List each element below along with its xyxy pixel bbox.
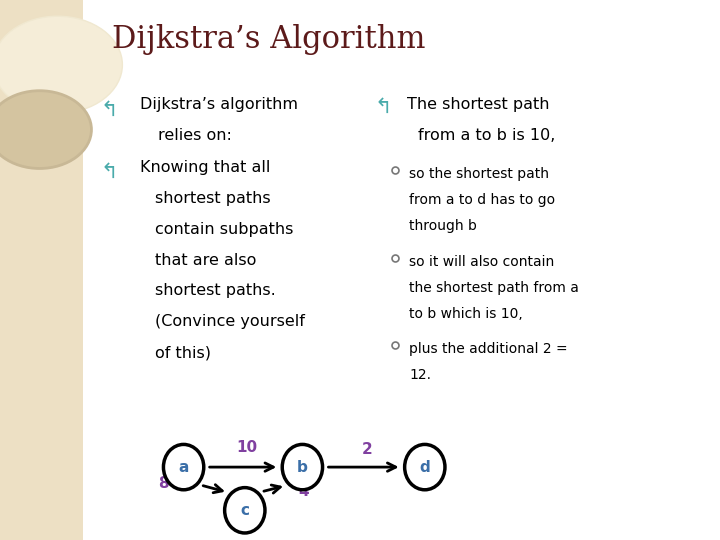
Text: a: a <box>179 460 189 475</box>
Text: so it will also contain: so it will also contain <box>409 255 554 269</box>
Text: Dijkstra’s algorithm: Dijkstra’s algorithm <box>140 97 298 112</box>
Text: the shortest path from a: the shortest path from a <box>409 281 579 295</box>
Circle shape <box>0 16 122 113</box>
Ellipse shape <box>225 488 265 533</box>
Text: plus the additional 2 =: plus the additional 2 = <box>409 342 567 356</box>
Ellipse shape <box>163 444 204 490</box>
Text: ↰: ↰ <box>374 97 392 117</box>
Text: Knowing that all: Knowing that all <box>140 160 271 176</box>
Text: d: d <box>420 460 430 475</box>
Text: ↰: ↰ <box>101 100 118 120</box>
Text: to b which is 10,: to b which is 10, <box>409 307 523 321</box>
Text: b: b <box>297 460 308 475</box>
Ellipse shape <box>405 444 445 490</box>
Text: The shortest path: The shortest path <box>407 97 549 112</box>
Text: (Convince yourself: (Convince yourself <box>155 314 305 329</box>
Text: shortest paths.: shortest paths. <box>155 284 276 299</box>
Text: ↰: ↰ <box>101 162 118 182</box>
Text: so the shortest path: so the shortest path <box>409 167 549 181</box>
Text: through b: through b <box>409 219 477 233</box>
Text: contain subpaths: contain subpaths <box>155 222 293 237</box>
Text: Dijkstra’s Algorithm: Dijkstra’s Algorithm <box>112 24 425 55</box>
Text: 12.: 12. <box>409 368 431 382</box>
Text: from a to d has to go: from a to d has to go <box>409 193 555 207</box>
Circle shape <box>0 91 91 168</box>
Text: that are also: that are also <box>155 253 256 268</box>
Text: of this): of this) <box>155 345 211 360</box>
Text: 8: 8 <box>158 476 168 491</box>
Text: 2: 2 <box>362 442 372 457</box>
Text: relies on:: relies on: <box>158 128 233 143</box>
Text: 4: 4 <box>299 484 310 499</box>
Text: 10: 10 <box>236 440 257 455</box>
Text: shortest paths: shortest paths <box>155 191 271 206</box>
Text: from a to b is 10,: from a to b is 10, <box>418 128 555 143</box>
Ellipse shape <box>282 444 323 490</box>
Bar <box>0 0 83 540</box>
Text: c: c <box>240 503 249 518</box>
